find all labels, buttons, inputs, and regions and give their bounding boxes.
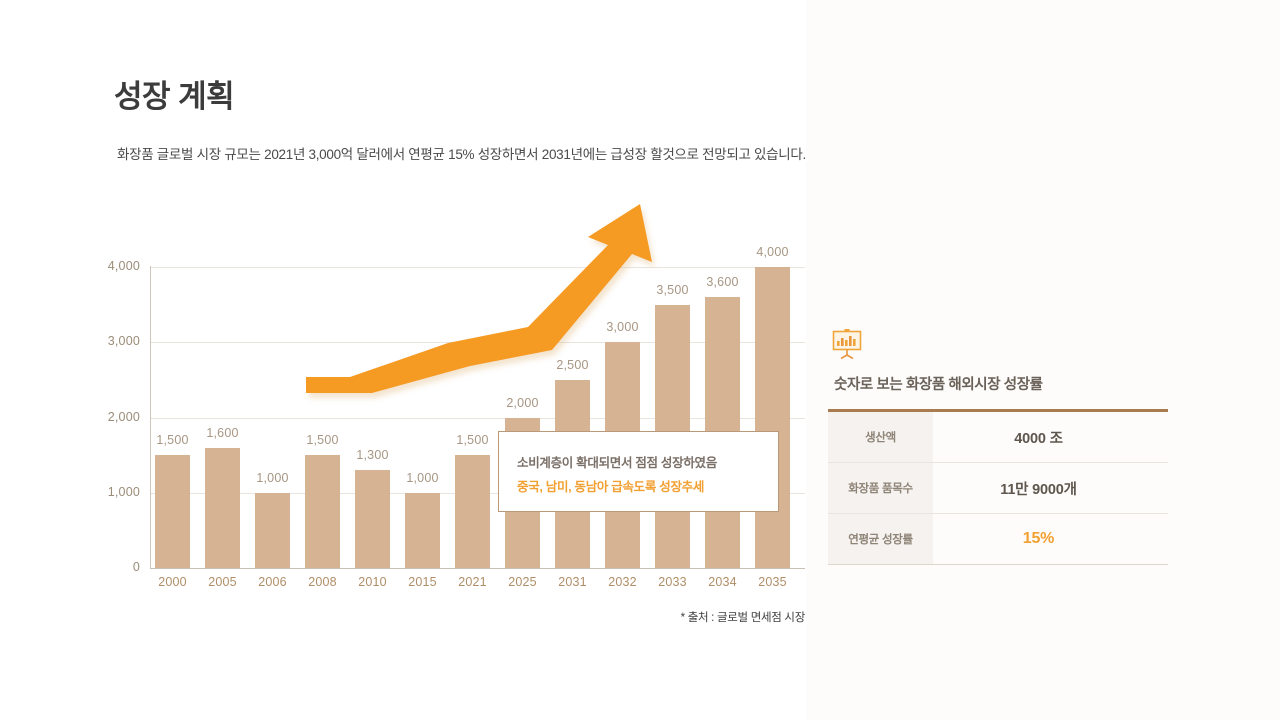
- bar: [405, 492, 440, 568]
- stat-label: 화장품 품목수: [828, 463, 933, 513]
- bar-value-label: 1,000: [406, 470, 439, 485]
- bar-value-label: 1,500: [306, 433, 339, 448]
- bar-value-label: 1,500: [456, 433, 489, 448]
- bar: [205, 447, 240, 568]
- x-axis-label: 2021: [458, 575, 487, 589]
- bar-value-label: 3,600: [706, 275, 739, 290]
- table-row: 연평균 성장률 15%: [828, 514, 1168, 565]
- bar: [305, 455, 340, 568]
- x-axis-line: [150, 568, 805, 569]
- x-axis-label: 2032: [608, 575, 637, 589]
- x-axis-label: 2015: [408, 575, 437, 589]
- x-axis-label: 2034: [708, 575, 737, 589]
- y-axis-line: [150, 266, 151, 569]
- bar-value-label: 1,500: [156, 433, 189, 448]
- table-row: 생산액 4000 조: [828, 412, 1168, 463]
- bar-value-label: 1,000: [256, 470, 289, 485]
- x-axis-label: 2005: [208, 575, 237, 589]
- bar-value-label: 2,000: [506, 395, 539, 410]
- gridline: [150, 417, 805, 419]
- bar-value-label: 1,600: [206, 425, 239, 440]
- source-note: * 출처 : 글로벌 면세점 시장: [680, 612, 806, 624]
- page-subtitle: 화장품 글로벌 시장 규모는 2021년 3,000억 달러에서 연평균 15%…: [117, 147, 806, 162]
- x-axis-label: 2000: [158, 575, 187, 589]
- stat-value: 4000 조: [1014, 430, 1063, 447]
- bar: [355, 470, 390, 568]
- stat-value-growth-rate: 15%: [1022, 530, 1055, 547]
- bar-value-label: 3,000: [606, 320, 639, 335]
- table-top-rule: [828, 409, 1168, 412]
- y-axis-tick: 3,000: [107, 334, 140, 349]
- bar-value-label: 1,300: [356, 448, 389, 463]
- stats-table: 생산액 4000 조 화장품 품목수 11만 9000개 연평균 성장률 15%: [828, 409, 1168, 565]
- x-axis-label: 2010: [358, 575, 387, 589]
- callout-box: 소비계층이 확대되면서 점점 성장하였음 중국, 남미, 동남아 급속도록 성장…: [498, 431, 779, 512]
- callout-line-1: 소비계층이 확대되면서 점점 성장하였음: [517, 456, 717, 470]
- presentation-chart-icon: [830, 327, 864, 361]
- stat-label: 생산액: [828, 412, 933, 462]
- table-row: 화장품 품목수 11만 9000개: [828, 463, 1168, 514]
- bar: [755, 267, 790, 568]
- x-axis-label: 2031: [558, 575, 587, 589]
- x-axis-label: 2033: [658, 575, 687, 589]
- x-axis-label: 2025: [508, 575, 537, 589]
- bar: [255, 492, 290, 568]
- stats-panel: 숫자로 보는 화장품 해외시장 성장률 생산액 4000 조 화장품 품목수 1…: [806, 0, 1280, 720]
- y-axis-tick: 2,000: [107, 409, 140, 424]
- bar-chart: 0 1,000 2,000 3,000 4,000 1,500 1,600 1,000 1,5…: [107, 204, 806, 624]
- y-axis-tick: 0: [132, 560, 140, 574]
- page-title: 성장 계획: [114, 79, 235, 114]
- bar-value-label: 4,000: [756, 245, 789, 259]
- x-axis-label: 2006: [258, 575, 287, 589]
- bar: [455, 455, 490, 568]
- bar: [155, 455, 190, 568]
- x-axis-label: 2035: [758, 575, 787, 589]
- stat-value: 11만 9000개: [1000, 481, 1077, 498]
- panel-heading: 숫자로 보는 화장품 해외시장 성장률: [834, 377, 1043, 393]
- callout-line-2: 중국, 남미, 동남아 급속도록 성장추세: [517, 480, 705, 494]
- bar-value-label: 3,500: [656, 282, 689, 297]
- y-axis-tick: 1,000: [107, 484, 140, 499]
- bar-value-label: 2,500: [556, 357, 589, 372]
- y-axis-tick: 4,000: [107, 259, 140, 273]
- x-axis-label: 2008: [308, 575, 337, 589]
- stat-label: 연평균 성장률: [828, 514, 933, 564]
